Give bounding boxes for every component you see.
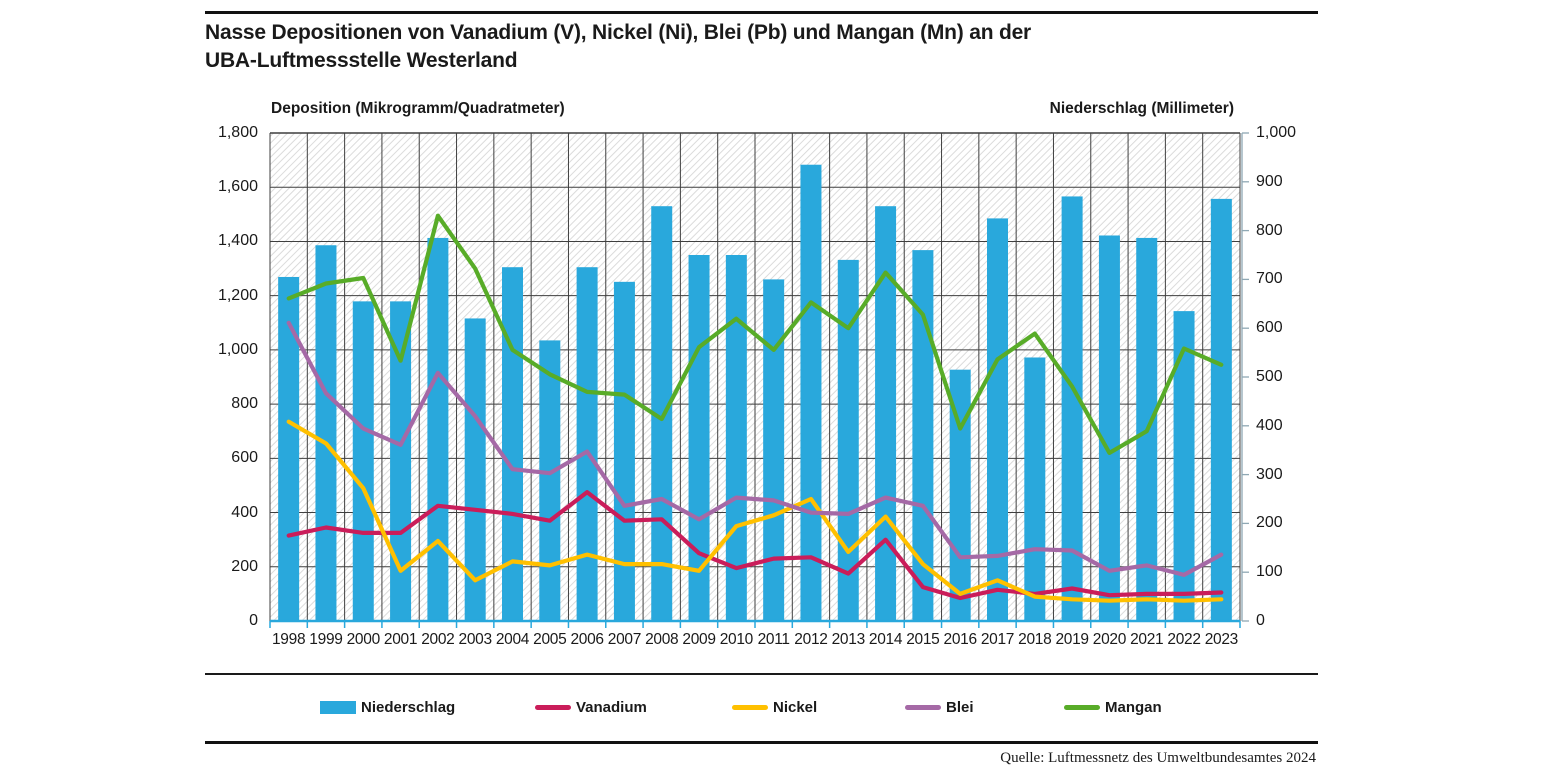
bar-2006 <box>576 267 598 621</box>
bar-2011 <box>763 279 785 621</box>
year-label-2020: 2020 <box>1092 631 1127 648</box>
legend-label-nickel: Nickel <box>773 698 818 716</box>
year-label-2004: 2004 <box>495 631 530 648</box>
right-tick-0: 0 <box>1256 612 1265 629</box>
right-tick-300: 300 <box>1256 465 1283 483</box>
right-axis-title: Niederschlag (Millimeter) <box>1049 100 1234 117</box>
source-credit: Quelle: Luftmessnetz des Umweltbundesamt… <box>1000 750 1316 766</box>
left-tick-1,200: 1,200 <box>217 286 258 304</box>
year-label-2006: 2006 <box>570 631 604 648</box>
left-tick-1,400: 1,400 <box>217 232 258 250</box>
bar-2019 <box>1061 196 1083 621</box>
bar-2003 <box>464 318 486 621</box>
year-label-2008: 2008 <box>645 631 679 648</box>
legend-item-niederschlag: Niederschlag <box>320 698 455 716</box>
left-axis-title: Deposition (Mikrogramm/Quadratmeter) <box>271 100 565 117</box>
legend-label-vanadium: Vanadium <box>576 698 647 716</box>
right-tick-1,000: 1,000 <box>1256 124 1297 141</box>
left-tick-200: 200 <box>231 557 258 575</box>
right-tick-900: 900 <box>1256 172 1283 190</box>
legend-item-blei: Blei <box>905 698 974 716</box>
blei-swatch-icon <box>905 704 941 710</box>
year-label-2010: 2010 <box>719 631 754 648</box>
mangan-swatch-icon <box>1064 704 1100 710</box>
year-label-1999: 1999 <box>309 631 343 648</box>
bar-2020 <box>1098 235 1120 621</box>
year-label-1998: 1998 <box>271 631 306 648</box>
bar-2008 <box>651 206 673 621</box>
left-tick-1,600: 1,600 <box>217 178 258 196</box>
bar-2023 <box>1210 198 1232 621</box>
bar-2007 <box>613 281 635 621</box>
bar-1998 <box>278 276 300 621</box>
legend-divider-rule <box>205 673 1318 675</box>
top-rule <box>205 11 1318 14</box>
year-label-2018: 2018 <box>1018 631 1052 648</box>
line-nickel <box>286 419 1224 603</box>
right-tick-200: 200 <box>1256 514 1283 532</box>
right-tick-500: 500 <box>1256 368 1283 385</box>
bar-2012 <box>800 164 822 621</box>
year-label-2011: 2011 <box>757 631 790 648</box>
nickel-swatch-icon <box>732 704 768 710</box>
bar-2022 <box>1173 311 1195 621</box>
year-label-2015: 2015 <box>906 631 940 648</box>
year-label-2005: 2005 <box>533 631 567 648</box>
chart-title-line1: Nasse Depositionen von Vanadium (V), Nic… <box>205 21 1032 44</box>
right-tick-600: 600 <box>1256 319 1283 337</box>
vanadium-swatch-icon <box>535 704 571 710</box>
legend-item-mangan: Mangan <box>1064 698 1162 716</box>
bar-2001 <box>390 301 412 621</box>
chart-plot-area <box>269 132 1249 628</box>
year-label-2012: 2012 <box>794 631 828 648</box>
left-tick-1,000: 1,000 <box>217 340 258 358</box>
year-label-2000: 2000 <box>346 631 381 648</box>
legend-label-blei: Blei <box>946 698 974 716</box>
left-tick-0: 0 <box>249 612 258 629</box>
bar-1999 <box>315 245 337 621</box>
year-label-2016: 2016 <box>943 631 978 648</box>
year-label-2013: 2013 <box>831 631 866 648</box>
right-tick-700: 700 <box>1256 270 1283 288</box>
year-label-2021: 2021 <box>1130 631 1164 648</box>
legend-item-vanadium: Vanadium <box>535 698 647 716</box>
year-label-2023: 2023 <box>1204 631 1239 648</box>
year-label-2003: 2003 <box>458 631 493 648</box>
bar-2018 <box>1024 357 1046 621</box>
year-label-2009: 2009 <box>682 631 716 648</box>
year-label-2002: 2002 <box>421 631 455 648</box>
bar-2002 <box>427 237 449 622</box>
year-label-2017: 2017 <box>980 631 1015 648</box>
bar-2013 <box>837 259 859 621</box>
right-tick-100: 100 <box>1256 563 1283 581</box>
bar-2017 <box>987 218 1008 621</box>
chart-title-line2: UBA-Luftmessstelle Westerland <box>205 49 518 72</box>
year-label-2007: 2007 <box>607 631 642 648</box>
year-label-2022: 2022 <box>1167 631 1201 648</box>
niederschlag-swatch-icon <box>320 700 356 714</box>
bar-2004 <box>502 267 523 621</box>
line-blei <box>286 320 1224 577</box>
left-tick-1,800: 1,800 <box>217 124 258 141</box>
legend-item-nickel: Nickel <box>732 698 817 716</box>
bottom-rule <box>205 741 1318 744</box>
bar-2009 <box>688 255 710 621</box>
bar-2005 <box>539 340 561 621</box>
line-mangan <box>286 213 1224 455</box>
bar-2015 <box>912 250 934 621</box>
left-tick-800: 800 <box>231 395 258 413</box>
year-label-2014: 2014 <box>868 631 903 648</box>
line-vanadium <box>286 490 1224 601</box>
year-label-2001: 2001 <box>383 631 418 648</box>
right-tick-400: 400 <box>1256 416 1283 434</box>
bar-2000 <box>352 301 374 621</box>
legend-label-mangan: Mangan <box>1105 698 1162 716</box>
bar-2014 <box>875 206 897 621</box>
right-tick-800: 800 <box>1256 221 1283 239</box>
legend-label-niederschlag: Niederschlag <box>361 698 456 716</box>
year-label-2019: 2019 <box>1055 631 1089 648</box>
left-tick-600: 600 <box>231 449 258 467</box>
left-tick-400: 400 <box>231 503 258 521</box>
